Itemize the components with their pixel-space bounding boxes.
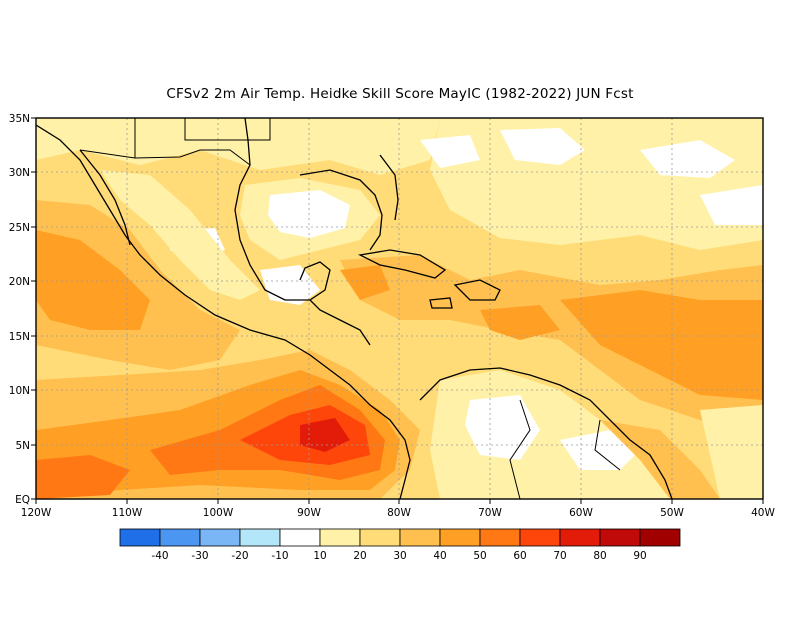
lat-tick-label: EQ xyxy=(15,494,30,506)
lat-tick-label: 20N xyxy=(9,276,30,288)
lat-tick-label: 5N xyxy=(15,440,30,452)
legend-swatch xyxy=(199,528,241,547)
legend-swatch xyxy=(639,528,681,547)
lat-tick-label: 25N xyxy=(9,222,30,234)
legend-swatch xyxy=(359,528,401,547)
lon-tick-label: 120W xyxy=(21,507,52,519)
legend-swatch xyxy=(159,528,201,547)
legend-swatch xyxy=(239,528,281,547)
legend-label: 20 xyxy=(353,550,366,562)
legend-label: 10 xyxy=(313,550,326,562)
legend-swatch xyxy=(279,528,321,547)
lat-tick-label: 35N xyxy=(9,113,30,125)
legend-label: 70 xyxy=(553,550,566,562)
lon-tick-label: 70W xyxy=(478,507,502,519)
lon-tick-label: 100W xyxy=(203,507,234,519)
legend-swatch xyxy=(519,528,561,547)
legend-label: 30 xyxy=(393,550,406,562)
lon-tick-label: 60W xyxy=(569,507,593,519)
color-legend: -40 -30 -20 -10 10 20 30 40 50 60 70 80 90 xyxy=(119,528,681,562)
legend-swatch xyxy=(439,528,481,547)
legend-label: -20 xyxy=(231,550,248,562)
legend-swatch xyxy=(399,528,441,547)
legend-label: -40 xyxy=(151,550,168,562)
lat-tick-label: 30N xyxy=(9,167,30,179)
legend-label: 90 xyxy=(633,550,646,562)
skill-score-field xyxy=(36,118,763,499)
lon-tick-label: 50W xyxy=(660,507,684,519)
borders xyxy=(79,118,621,499)
legend-label: -30 xyxy=(191,550,208,562)
graticule xyxy=(36,118,763,499)
legend-swatch xyxy=(319,528,361,547)
map-title: CFSv2 2m Air Temp. Heidke Skill Score Ma… xyxy=(166,86,634,102)
lon-tick-label: 40W xyxy=(751,507,775,519)
legend-swatch xyxy=(119,528,161,547)
lat-tick-label: 10N xyxy=(9,385,30,397)
legend-swatch xyxy=(479,528,521,547)
legend-label: -10 xyxy=(271,550,288,562)
lon-tick-label: 110W xyxy=(112,507,143,519)
legend-swatch xyxy=(599,528,641,547)
lat-tick-label: 15N xyxy=(9,331,30,343)
legend-swatch xyxy=(559,528,601,547)
legend-label: 60 xyxy=(513,550,526,562)
legend-label: 50 xyxy=(473,550,486,562)
lon-tick-label: 90W xyxy=(297,507,321,519)
lon-tick-label: 80W xyxy=(387,507,411,519)
legend-label: 80 xyxy=(593,550,606,562)
coastlines xyxy=(36,118,673,499)
legend-label: 40 xyxy=(433,550,446,562)
